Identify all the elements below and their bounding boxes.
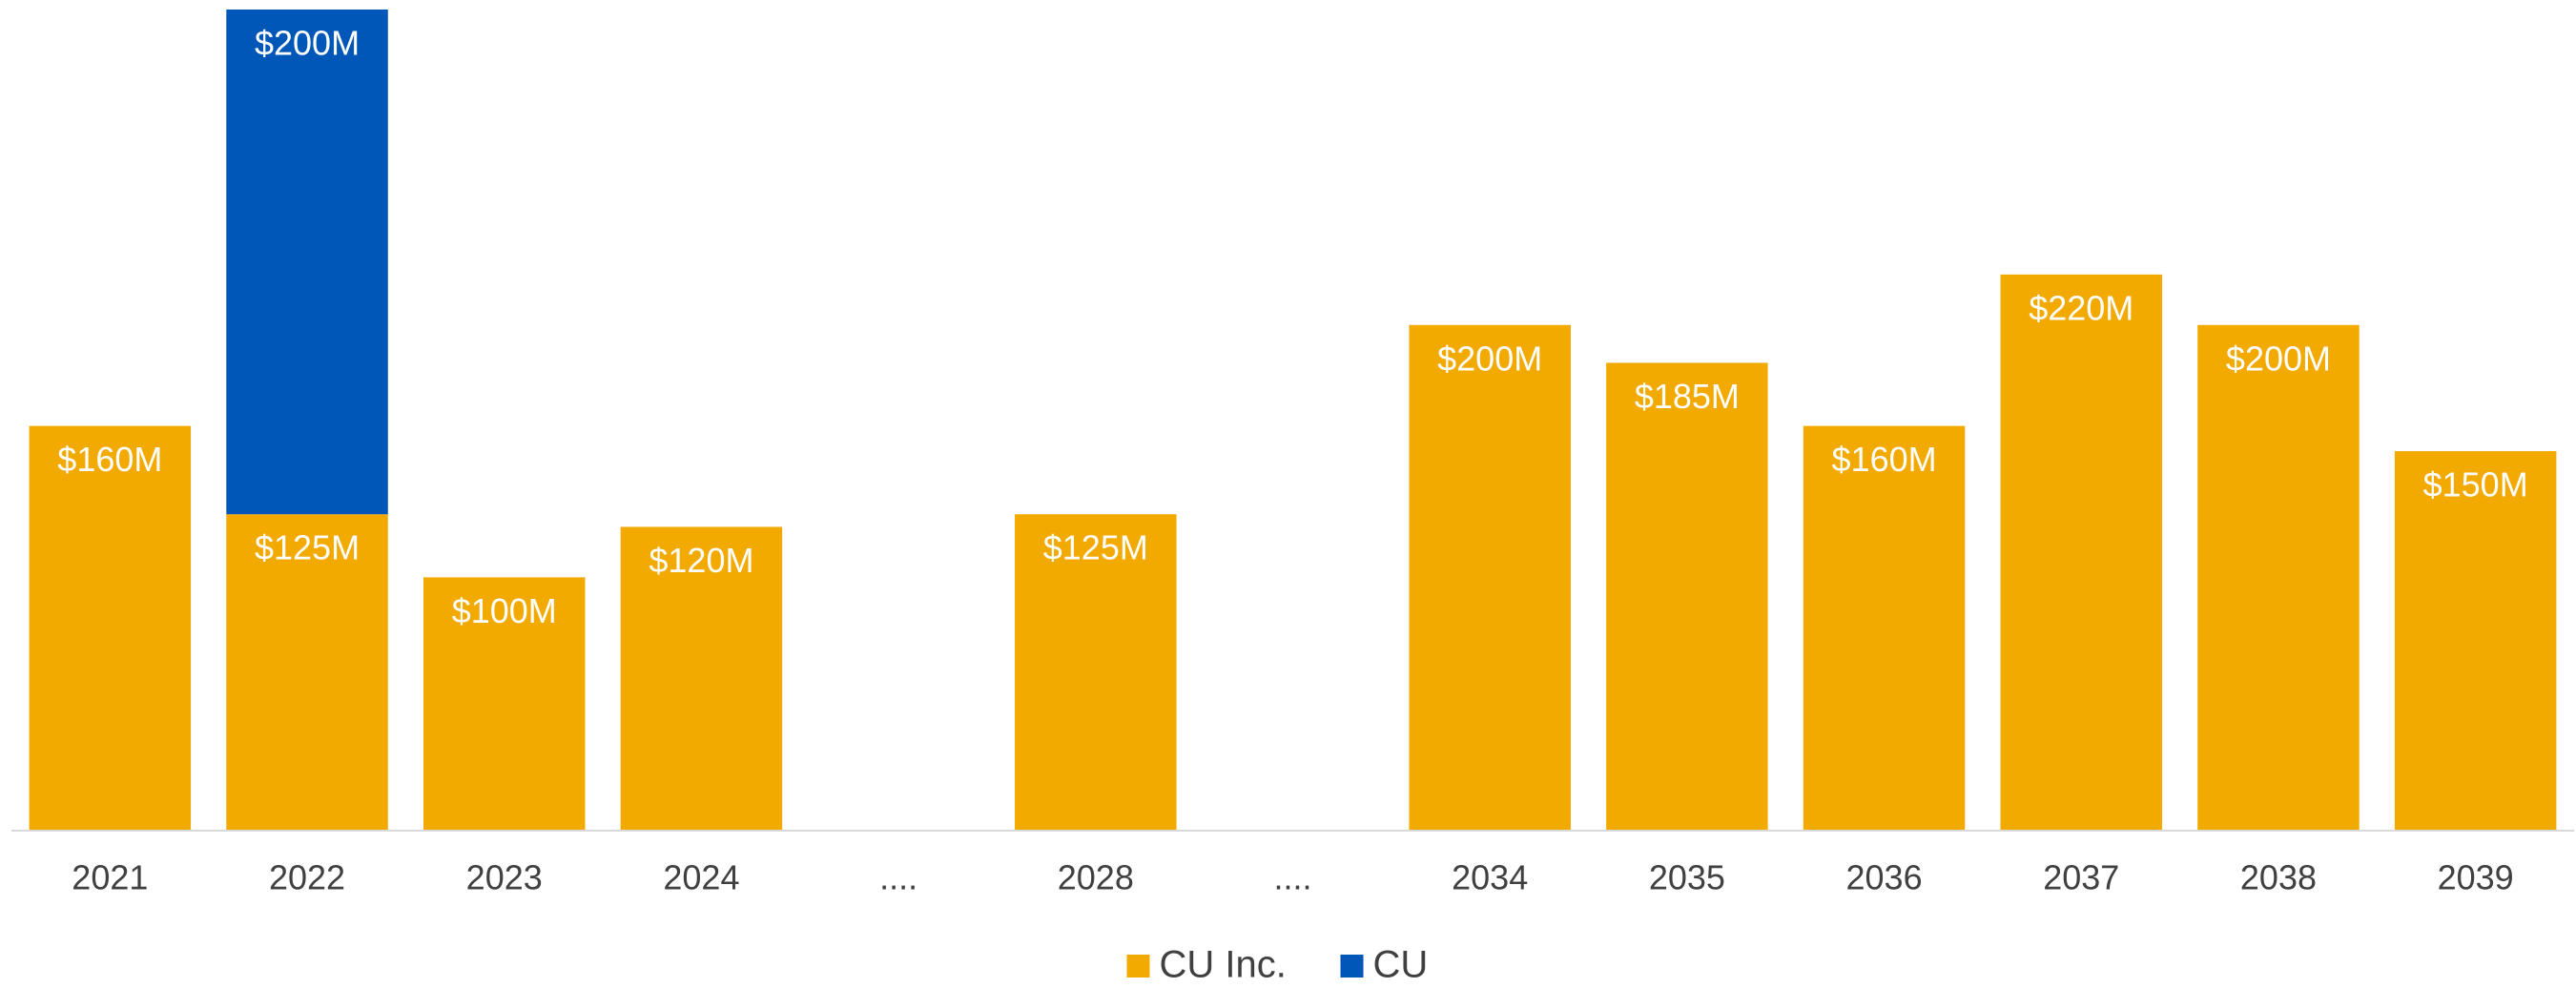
x-tick-label: 2035 (1649, 858, 1725, 897)
bar (422, 577, 586, 830)
x-tick-label: 2038 (2240, 858, 2317, 897)
bar (1803, 425, 1966, 830)
data-label: $120M (649, 541, 753, 580)
data-label: $160M (57, 440, 162, 479)
bar (620, 526, 783, 830)
x-tick-label: 2039 (2438, 858, 2514, 897)
x-tick-label: .... (1273, 858, 1311, 897)
bar (2394, 451, 2557, 830)
legend-swatch (1340, 955, 1364, 978)
x-tick-label: .... (879, 858, 917, 897)
bar (2000, 274, 2163, 830)
x-tick-label: 2024 (663, 858, 739, 897)
data-label: $125M (255, 528, 360, 567)
data-label: $200M (1437, 339, 1542, 378)
data-label: $185M (1635, 377, 1740, 416)
x-tick-label: 2036 (1846, 858, 1923, 897)
x-tick-label: 2037 (2043, 858, 2119, 897)
bar (2197, 324, 2360, 830)
data-label: $200M (2226, 339, 2331, 378)
legend-label: CU Inc. (1160, 944, 1287, 986)
data-label: $125M (1043, 528, 1148, 567)
x-tick-label: 2034 (1452, 858, 1528, 897)
data-label: $220M (2029, 288, 2133, 327)
legend-swatch (1126, 955, 1150, 978)
bar (1409, 324, 1571, 830)
legend-label: CU (1373, 944, 1429, 986)
data-label: $160M (1832, 440, 1937, 479)
x-tick-label: 2028 (1058, 858, 1134, 897)
bar (1606, 362, 1768, 830)
x-tick-label: 2021 (72, 858, 148, 897)
data-label: $100M (452, 591, 557, 630)
data-label: $150M (2423, 465, 2528, 504)
bar (1015, 514, 1177, 830)
data-label: $200M (255, 24, 360, 63)
bar (29, 425, 192, 830)
bar (226, 514, 388, 830)
x-tick-label: 2023 (466, 858, 543, 897)
x-tick-label: 2022 (269, 858, 345, 897)
bar (226, 10, 388, 515)
